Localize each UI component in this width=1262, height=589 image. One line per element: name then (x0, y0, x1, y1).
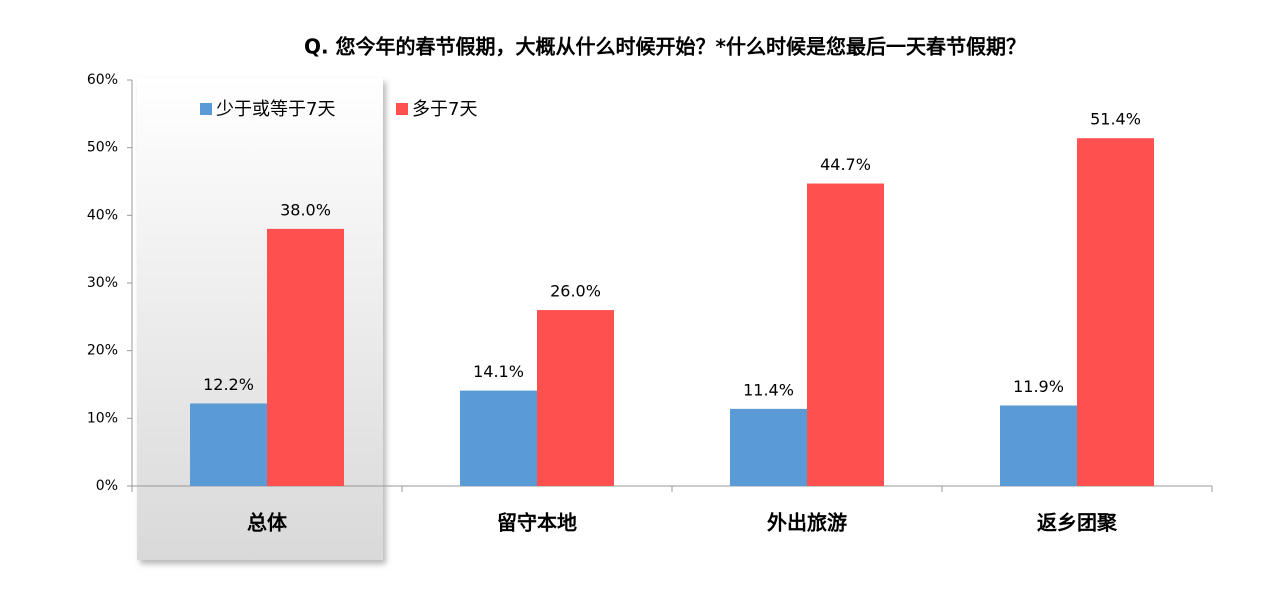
y-tick-label: 10% (87, 410, 118, 426)
bar (730, 408, 807, 486)
value-label: 14.1% (473, 362, 524, 381)
legend-label: 少于或等于7天 (216, 99, 335, 120)
bar (1000, 405, 1077, 486)
value-label: 12.2% (203, 375, 254, 394)
y-tick-label: 30% (87, 275, 118, 291)
x-tick-label: 外出旅游 (767, 511, 847, 535)
bar (460, 390, 537, 486)
value-label: 11.9% (1013, 377, 1064, 396)
value-label: 11.4% (743, 380, 794, 399)
value-label: 26.0% (550, 282, 601, 301)
bar (190, 403, 267, 486)
y-tick-label: 20% (87, 343, 118, 359)
value-label: 51.4% (1090, 110, 1141, 129)
value-label: 38.0% (280, 200, 331, 219)
bar (267, 228, 344, 486)
bar (1077, 138, 1154, 486)
legend-swatch (396, 103, 408, 115)
legend-swatch (200, 103, 212, 115)
value-label: 44.7% (820, 155, 871, 174)
x-tick-label: 返乡团聚 (1037, 511, 1118, 535)
bar (537, 310, 614, 486)
y-tick-label: 60% (87, 72, 118, 88)
x-tick-label: 留守本地 (497, 511, 577, 535)
y-tick-label: 0% (96, 478, 118, 494)
legend-label: 多于7天 (412, 99, 477, 120)
y-tick-label: 50% (87, 140, 118, 156)
chart-title: Q. 您今年的春节假期，大概从什么时候开始？*什么时候是您最后一天春节假期？ (304, 35, 1026, 59)
highlight-panel (137, 78, 383, 560)
x-tick-label: 总体 (247, 511, 288, 535)
y-tick-label: 40% (87, 207, 118, 223)
bar (807, 183, 884, 486)
